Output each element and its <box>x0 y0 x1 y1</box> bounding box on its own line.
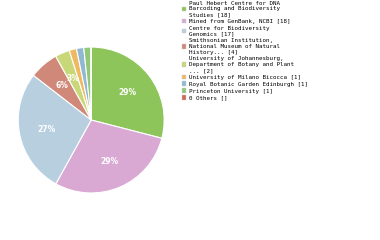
Wedge shape <box>91 47 164 138</box>
Text: 27%: 27% <box>38 125 56 134</box>
Wedge shape <box>56 120 162 193</box>
Wedge shape <box>33 56 91 120</box>
Wedge shape <box>84 47 91 120</box>
Wedge shape <box>18 75 91 184</box>
Wedge shape <box>56 50 91 120</box>
Wedge shape <box>69 48 91 120</box>
Text: 3%: 3% <box>67 74 80 83</box>
Legend: Paul Hebert Centre for DNA
Barcoding and Biodiversity
Studies [18], Mined from G: Paul Hebert Centre for DNA Barcoding and… <box>182 0 307 101</box>
Text: 29%: 29% <box>118 88 136 97</box>
Text: 6%: 6% <box>55 81 68 90</box>
Wedge shape <box>76 48 91 120</box>
Text: 29%: 29% <box>100 157 118 166</box>
